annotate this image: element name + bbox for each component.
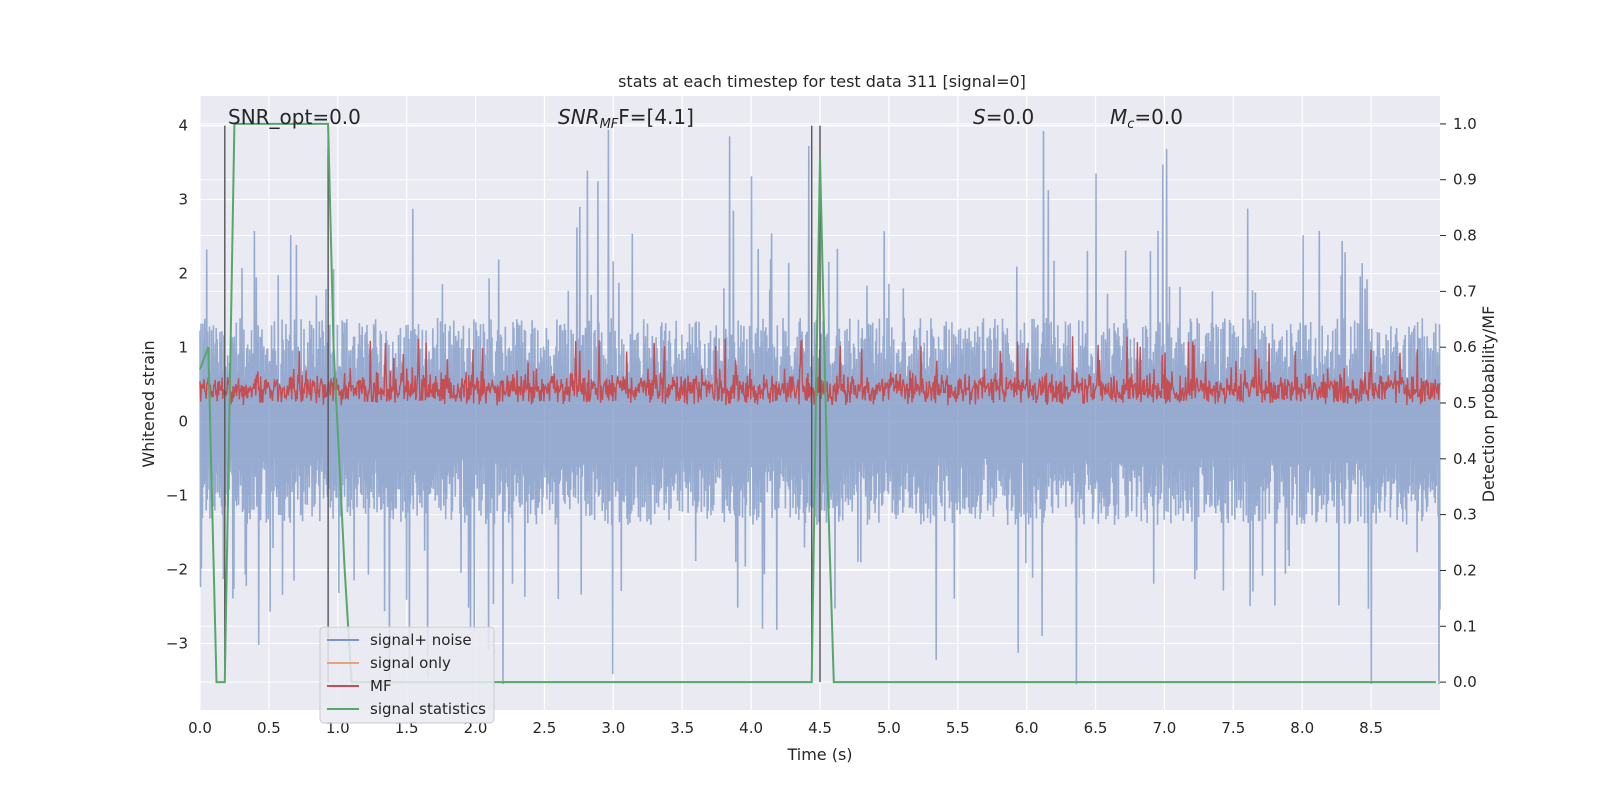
x-tick-label: 5.5	[946, 719, 970, 737]
chart-title: stats at each timestep for test data 311…	[618, 72, 1026, 91]
y-axis-left-ticks: −3 −2 −1 0 1 2 3 4	[166, 117, 188, 653]
y-right-tick-label: 0.2	[1453, 561, 1477, 579]
signal-statistics-line	[199, 122, 1436, 684]
x-tick-label: 2.5	[533, 719, 557, 737]
y-right-tick-label: 0.7	[1453, 282, 1477, 300]
x-tick-label: 3.0	[601, 719, 625, 737]
x-tick-label: 3.5	[670, 719, 694, 737]
y-right-tick-label: 0.6	[1453, 338, 1477, 356]
x-tick-label: 4.0	[739, 719, 763, 737]
annotation-s: S=0.0	[973, 105, 1034, 129]
y-left-tick-label: 2	[178, 265, 188, 283]
vertical-markers	[224, 125, 821, 683]
x-axis-label: Time (s)	[786, 745, 852, 764]
x-tick-label: 6.5	[1084, 719, 1108, 737]
x-tick-label: 7.5	[1221, 719, 1245, 737]
y-left-tick-label: −2	[166, 560, 188, 578]
legend-label-signal-noise: signal+ noise	[370, 631, 472, 649]
y-left-tick-label: −1	[166, 486, 188, 504]
y-right-tick-label: 1.0	[1453, 115, 1477, 133]
x-tick-label: 8.5	[1359, 719, 1383, 737]
y-right-tick-label: 0.3	[1453, 506, 1477, 524]
y-right-tick-label: 0.4	[1453, 450, 1477, 468]
y-left-tick-label: −3	[166, 634, 188, 652]
annotation-snr-opt: SNR_opt=0.0	[228, 105, 361, 129]
y-right-tick-label: 0.8	[1453, 227, 1477, 245]
legend-label-mf: MF	[370, 677, 392, 695]
annotation-snr-mf-value: F=[4.1]	[618, 105, 694, 129]
annotation-snr-mf-sub: MF	[600, 117, 619, 132]
y-right-tick-label: 0.5	[1453, 394, 1477, 412]
legend-label-signal-statistics: signal statistics	[370, 700, 486, 718]
annotation-s-label: S	[973, 105, 986, 129]
legend-label-signal-only: signal only	[370, 654, 451, 672]
x-tick-label: 5.0	[877, 719, 901, 737]
annotation-mc-sub: c	[1127, 117, 1134, 132]
y-left-tick-label: 0	[178, 412, 188, 430]
y-axis-left-label: Whitened strain	[139, 340, 158, 467]
y-left-tick-label: 3	[178, 191, 188, 209]
x-tick-label: 7.0	[1153, 719, 1177, 737]
x-tick-label: 0.0	[188, 719, 212, 737]
y-axis-right-label: Detection probability/MF	[1479, 306, 1498, 503]
y-left-tick-label: 4	[178, 117, 188, 135]
annotation-mc-label: M	[1110, 105, 1127, 129]
annotation-snr-mf: SNRMFF=[4.1]	[558, 105, 694, 132]
y-right-tick-label: 0.9	[1453, 171, 1477, 189]
x-tick-label: 0.5	[257, 719, 281, 737]
annotation-mc: Mc=0.0	[1110, 105, 1183, 132]
annotation-mc-value: =0.0	[1134, 105, 1183, 129]
annotation-s-value: =0.0	[986, 105, 1035, 129]
x-tick-label: 6.0	[1015, 719, 1039, 737]
annotation-snr-mf-label: SNR	[558, 105, 600, 129]
y-axis-right-ticks: 0.0 0.1 0.2 0.3 0.4 0.5 0.6 0.7 0.8 0.9 1.0	[1440, 115, 1477, 691]
legend-box	[319, 626, 495, 724]
series-signal-statistics	[199, 122, 1436, 684]
y-left-tick-label: 1	[178, 339, 188, 357]
x-tick-label: 4.5	[808, 719, 832, 737]
y-right-tick-label: 0.0	[1453, 673, 1477, 691]
y-right-tick-label: 0.1	[1453, 617, 1477, 635]
x-tick-label: 8.0	[1290, 719, 1314, 737]
legend: signal+ noise signal only MF signal stat…	[319, 626, 495, 724]
x-axis-ticks: 0.0 0.5 1.0 1.5 2.0 2.5 3.0 3.5 4.0 4.5 5.0 5.5 6.0 6…	[188, 719, 1383, 737]
